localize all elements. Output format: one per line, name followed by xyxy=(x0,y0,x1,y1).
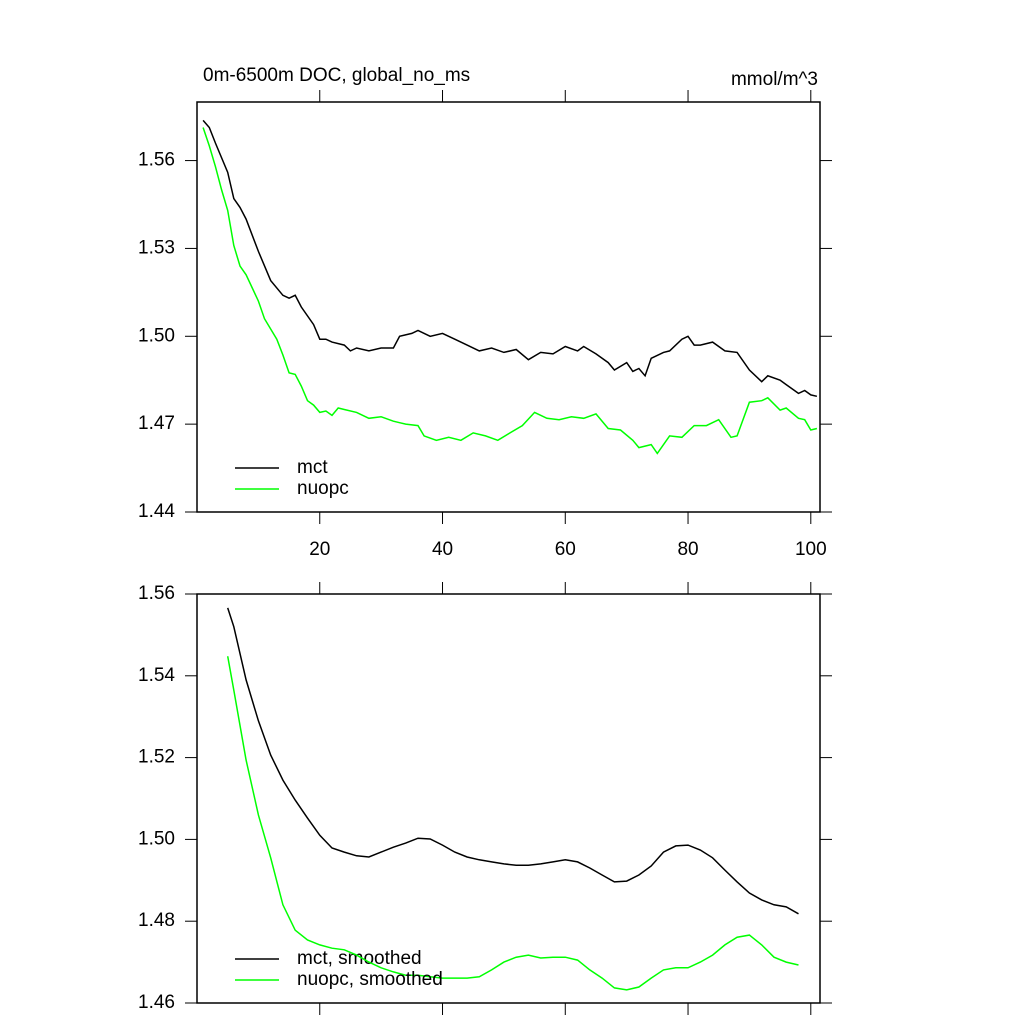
y-tick-label: 1.50 xyxy=(138,325,175,346)
x-tick-label: 80 xyxy=(677,539,698,560)
legend-label: mct xyxy=(297,457,328,478)
x-tick-label: 40 xyxy=(432,539,453,560)
plot-frame xyxy=(196,101,821,513)
plot-frame xyxy=(196,593,821,1004)
y-tick-label: 1.44 xyxy=(138,501,175,522)
data-line xyxy=(226,607,799,915)
x-tick-label: 100 xyxy=(795,539,827,560)
y-tick-label: 1.46 xyxy=(138,992,175,1013)
chart-title: 0m-6500m DOC, global_no_ms xyxy=(203,65,470,86)
y-tick-label: 1.50 xyxy=(138,828,175,849)
data-line xyxy=(226,656,799,991)
data-line xyxy=(202,119,818,398)
y-tick-label: 1.54 xyxy=(138,665,175,686)
x-tick-label: 60 xyxy=(555,539,576,560)
y-tick-label: 1.52 xyxy=(138,747,175,768)
units-label: mmol/m^3 xyxy=(731,69,818,90)
x-tick-label: 20 xyxy=(309,539,330,560)
y-tick-label: 1.56 xyxy=(138,583,175,604)
y-tick-label: 1.56 xyxy=(138,150,175,171)
legend-label: nuopc, smoothed xyxy=(297,969,443,990)
data-line xyxy=(202,127,818,455)
y-tick-label: 1.47 xyxy=(138,413,175,434)
legend-label: nuopc xyxy=(297,478,349,499)
legend-label: mct, smoothed xyxy=(297,948,422,969)
y-tick-label: 1.48 xyxy=(138,910,175,931)
y-tick-label: 1.53 xyxy=(138,237,175,258)
